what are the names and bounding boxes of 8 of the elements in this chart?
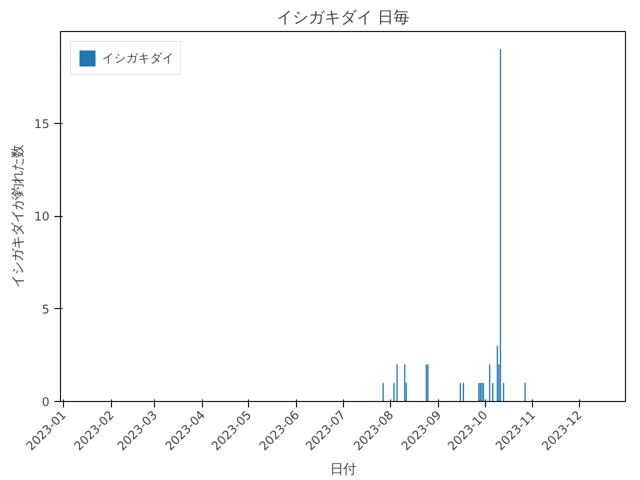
y-tick-label: 0 — [42, 395, 50, 409]
y-tick-label: 15 — [34, 116, 50, 131]
x-axis-title: 日付 — [330, 462, 356, 478]
y-axis-title: イシガキダイが釣れた数 — [11, 145, 26, 288]
legend-label: イシガキダイ — [102, 50, 174, 66]
chart-title: イシガキダイ 日毎 — [276, 8, 410, 26]
y-tick-label: 10 — [34, 210, 50, 224]
y-tick-label: 5 — [42, 302, 50, 316]
